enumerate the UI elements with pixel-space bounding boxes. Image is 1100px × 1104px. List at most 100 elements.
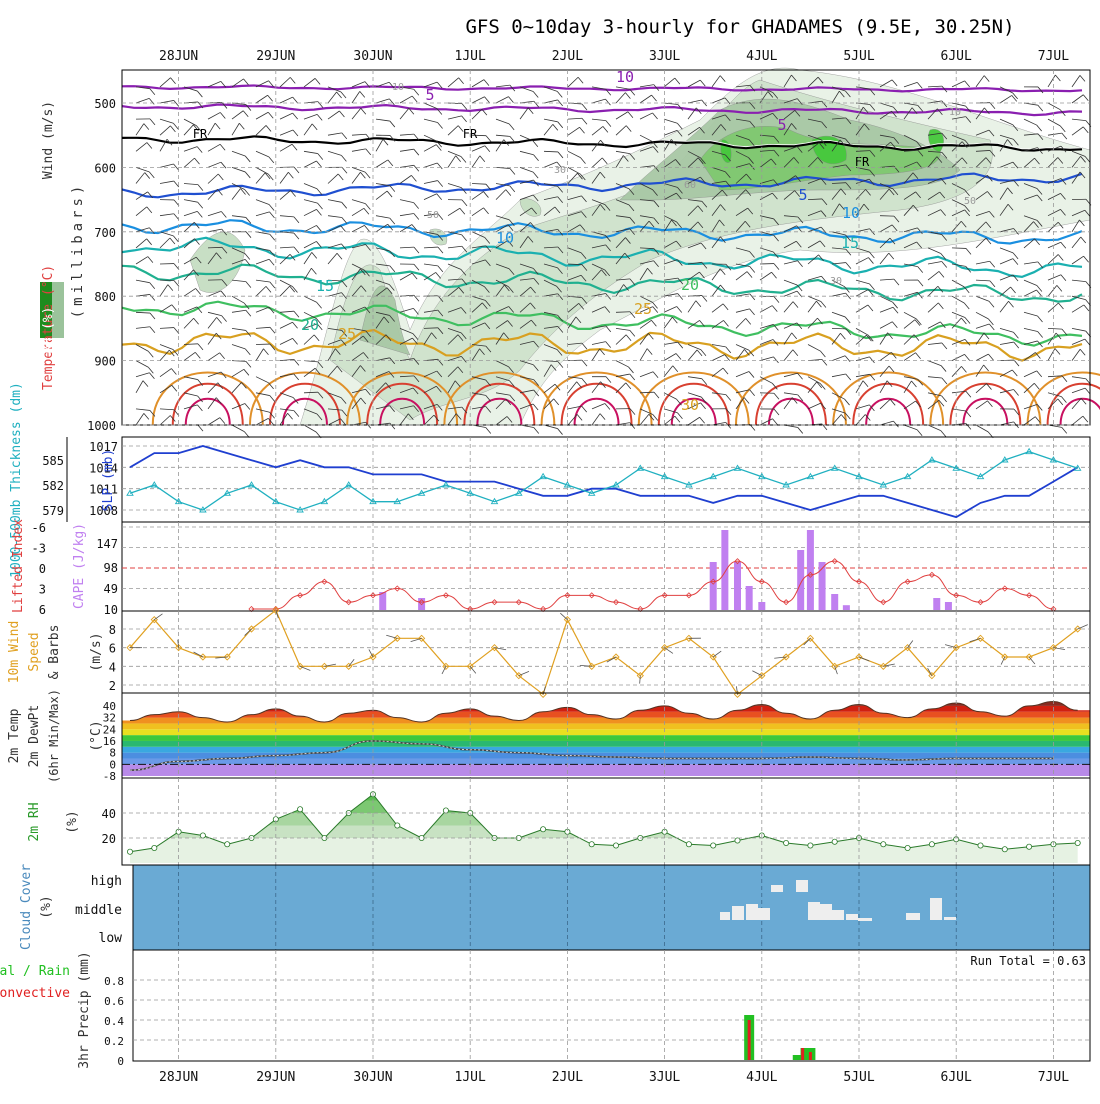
wind-barb-flag	[312, 252, 317, 258]
ylabel-wind: Wind (m/s)	[41, 101, 56, 179]
wind-barb	[352, 108, 361, 119]
wind-barb	[160, 415, 170, 425]
wind-barb-flag	[534, 101, 539, 107]
wind-barb	[928, 425, 941, 431]
wind-barb	[880, 381, 887, 393]
wind-barb-flag	[149, 98, 154, 104]
ylabel-precip-a: Total / Rain	[0, 964, 70, 979]
wind-barb-flag	[198, 425, 203, 431]
cloud-block	[846, 914, 858, 920]
wind-barb-flag	[772, 306, 777, 312]
wind-barb-flag	[480, 156, 485, 162]
wind-barb	[136, 327, 150, 329]
wind-barb	[976, 425, 988, 432]
wind-barb	[448, 156, 456, 168]
wind-barb	[544, 100, 558, 103]
rh2m-marker	[127, 849, 132, 854]
wind-barb-flag	[533, 404, 538, 410]
wind-barb-flag	[894, 279, 899, 285]
wind-barb	[280, 280, 292, 286]
wind-barb-flag	[316, 225, 321, 231]
wind-barb	[880, 322, 892, 329]
wind-barb	[688, 80, 700, 87]
wind-barb-flag	[582, 379, 587, 385]
wind-barb-flag	[317, 302, 322, 308]
wind-barb-flag	[846, 374, 851, 380]
wind-barb	[928, 271, 939, 280]
wind-barb-flag	[270, 396, 275, 402]
wind-barb-flag	[942, 261, 947, 267]
wind-barb	[1000, 342, 1014, 344]
wind-barb	[448, 151, 461, 156]
wind-barb	[1024, 290, 1037, 296]
cape-bar	[843, 605, 850, 610]
precip-tick-label: 0.4	[104, 1015, 124, 1028]
precip-frame	[133, 950, 1090, 1061]
wind-barb-flag	[1061, 275, 1066, 281]
wind-barb-flag	[217, 317, 222, 323]
rh2m-marker	[152, 845, 157, 850]
wind-barb	[328, 200, 342, 203]
temp-dome-contour	[769, 399, 813, 425]
wind-barb	[520, 108, 528, 119]
cloud-block	[808, 902, 820, 920]
wind-barb	[496, 190, 506, 200]
cloud-block	[746, 904, 758, 920]
wind-barb	[592, 126, 603, 135]
wind-barb	[376, 191, 387, 200]
wind-barb-flag	[342, 217, 347, 223]
wind-barb	[376, 160, 388, 167]
wind-barb	[856, 381, 863, 393]
wind-barb	[256, 212, 269, 216]
wind-barb	[712, 368, 723, 377]
wind-barb-flag	[269, 205, 274, 211]
wind-barb	[976, 261, 990, 264]
wind-barb	[256, 349, 263, 361]
wind-barb	[952, 81, 965, 87]
wind-barb	[160, 119, 173, 123]
wind-barb	[1072, 328, 1086, 331]
cloud-block	[758, 908, 770, 920]
wind-barb	[640, 414, 649, 425]
wind-barb	[784, 373, 798, 376]
wind-barb	[472, 97, 485, 103]
wind-barb-flag	[582, 104, 587, 110]
wind-barb-flag	[456, 156, 461, 162]
wind-barb-flag	[197, 211, 202, 217]
ylabel-temp2m-b: 2m DewPt	[27, 705, 42, 768]
wind-barb-flag	[1058, 303, 1063, 309]
wind-barb-flag	[198, 185, 203, 191]
wind-barb-flag	[411, 175, 416, 181]
bottom-date-label: 30JUN	[353, 1070, 392, 1085]
wind-barb	[184, 147, 197, 152]
wind-barb-flag	[918, 280, 923, 286]
wind10-barb	[908, 640, 913, 647]
wind-barb-flag	[581, 158, 586, 164]
rh2m-marker	[711, 843, 716, 848]
temp2m-tick-label: -8	[103, 770, 116, 783]
wind-barb	[784, 280, 797, 285]
wind-barb-flag	[294, 247, 299, 253]
wind-barb	[1072, 416, 1083, 425]
wind-barb-flag	[1083, 127, 1088, 133]
wind-barb-flag	[484, 80, 489, 86]
li-tick-label: 6	[39, 603, 46, 617]
pressure-tick-label: 700	[94, 226, 116, 240]
wind-barb	[568, 127, 580, 135]
wind10-barb	[560, 613, 567, 619]
wind-barb-flag	[171, 369, 176, 375]
wind-barb	[184, 318, 194, 328]
wind-barb	[616, 335, 626, 345]
wind-barb-flag	[816, 301, 821, 307]
wind-barb	[664, 416, 675, 425]
ylabel-temp2m-unit: (°C)	[89, 720, 104, 751]
wind-barb-flag	[558, 429, 563, 435]
wind-barb	[568, 167, 580, 174]
wind-barb-flag	[988, 354, 993, 360]
temp-dome-contour	[1048, 384, 1100, 425]
wind-barb-flag	[341, 92, 346, 98]
wind-barb	[280, 172, 288, 183]
wind-barb	[1024, 328, 1038, 331]
wind-barb-flag	[675, 78, 680, 84]
wind-barb	[856, 280, 869, 284]
